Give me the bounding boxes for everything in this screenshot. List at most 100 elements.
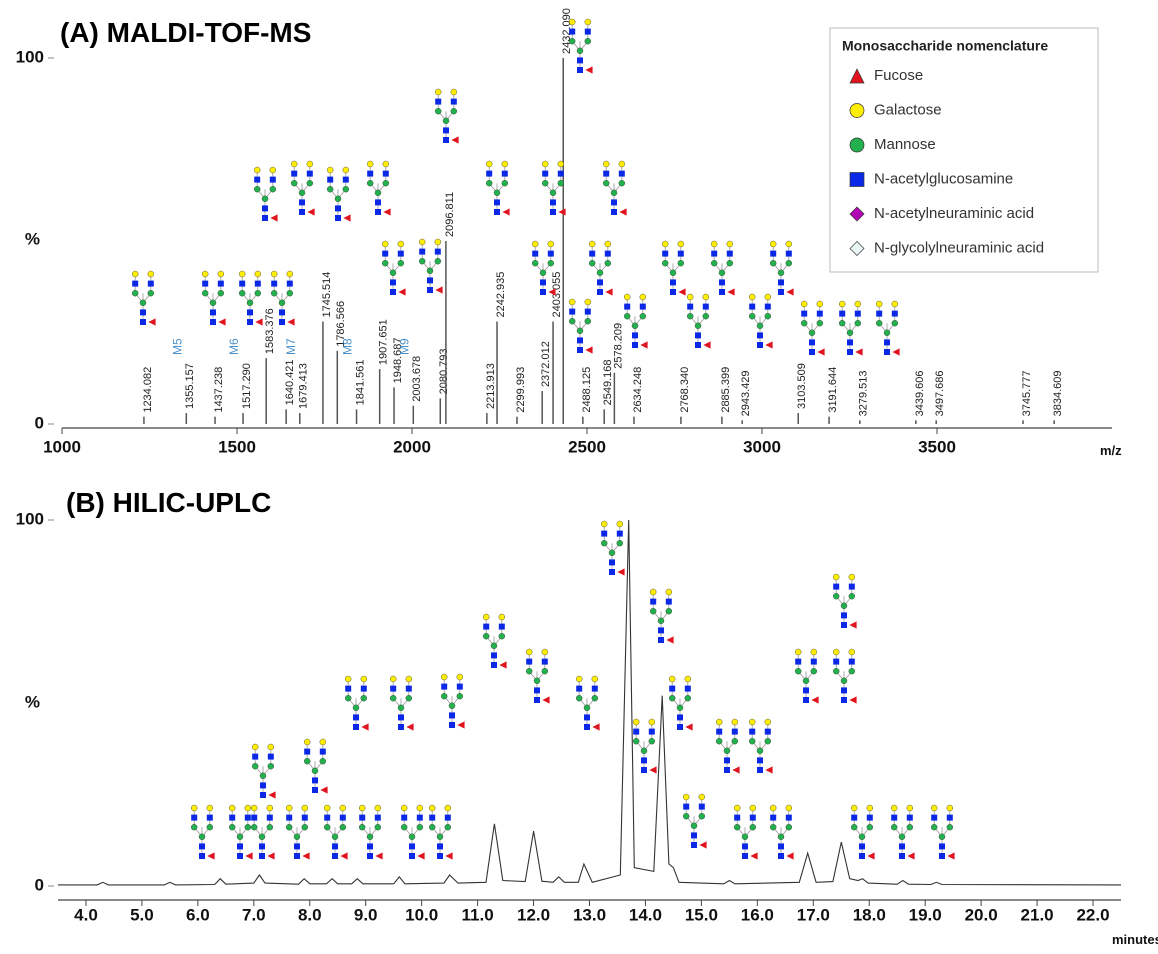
glycan-circle — [584, 18, 591, 26]
glycan-circle — [931, 824, 938, 831]
glycan-square — [304, 748, 311, 755]
glycan-fucose — [218, 318, 226, 326]
glycan-icon — [324, 804, 348, 860]
glycan-circle — [483, 633, 490, 640]
glycan-fucose — [268, 791, 276, 799]
glycan-square — [899, 853, 905, 859]
glycan-circle — [584, 298, 591, 306]
glycan-square — [247, 309, 253, 316]
glycan-square — [299, 199, 305, 206]
glycan-circle — [764, 738, 771, 745]
glycan-circle — [906, 804, 913, 812]
legend-label: N-acetylglucosamine — [874, 170, 1013, 187]
glycan-circle — [711, 240, 718, 248]
glycan-circle — [624, 313, 631, 320]
glycan-icon — [569, 298, 593, 354]
glycan-circle — [401, 804, 408, 812]
glycan-circle — [539, 269, 547, 276]
peak-label: 1583.376 — [264, 308, 276, 354]
glycan-icon — [833, 648, 857, 704]
glycan-circle — [131, 270, 139, 278]
glycan-circle — [770, 804, 777, 812]
glycan-fucose — [361, 723, 369, 731]
glycan-square — [140, 309, 146, 316]
x-tick-label: 8.0 — [298, 905, 322, 924]
glycan-square — [540, 289, 546, 295]
glycan-fucose — [855, 348, 863, 356]
glycan-square — [526, 658, 533, 665]
glycan-circle — [741, 833, 749, 840]
glycan-circle — [716, 718, 723, 726]
glycan-square — [416, 814, 423, 821]
glycan-icon — [131, 270, 156, 326]
glycan-square — [409, 843, 415, 850]
glycan-icon — [851, 804, 875, 860]
glycan-circle — [493, 189, 501, 197]
glycan-circle — [810, 648, 817, 656]
glycan-circle — [238, 270, 246, 278]
glycan-square — [382, 170, 389, 177]
glycan-square — [398, 714, 404, 721]
glycan-circle — [374, 804, 381, 812]
glycan-square — [801, 310, 808, 317]
glycan-circle — [490, 642, 498, 649]
glycan-circle — [306, 179, 313, 187]
glycan-square — [483, 623, 490, 630]
peak-label: 2634.248 — [632, 367, 644, 413]
glycan-square — [312, 777, 318, 784]
y-axis-label: % — [25, 229, 40, 248]
peak-label: 1234.082 — [142, 367, 154, 413]
glycan-icon — [576, 675, 600, 731]
glycan-circle — [557, 160, 564, 168]
glycan-square — [577, 57, 583, 64]
glycan-circle — [251, 763, 259, 770]
glycan-square — [866, 814, 873, 821]
glycan-square — [375, 199, 381, 206]
glycan-square — [374, 814, 381, 821]
glycan-circle — [576, 675, 583, 683]
glycan-circle — [906, 824, 913, 831]
glycan-circle — [770, 260, 777, 267]
glycan-circle — [397, 260, 404, 267]
glycan-square — [199, 853, 205, 859]
glycan-circle — [190, 804, 198, 812]
glycan-icon — [419, 238, 443, 294]
glycan-square — [239, 280, 246, 287]
glycan-circle — [324, 824, 331, 831]
glycan-icon — [833, 573, 857, 629]
glycan-circle — [147, 290, 155, 297]
glycan-circle — [450, 107, 457, 115]
glycan-circle — [848, 648, 855, 656]
glycan-circle — [569, 38, 576, 45]
glycan-square — [891, 310, 898, 317]
glycan-square — [375, 209, 381, 215]
glycan-circle — [382, 260, 389, 267]
x-tick-label: 2000 — [393, 437, 431, 456]
glycan-square — [550, 209, 556, 215]
glycan-square — [726, 250, 733, 257]
glycan-circle — [711, 260, 718, 267]
glycan-square — [206, 814, 213, 821]
glycan-square — [757, 332, 763, 339]
glycan-fucose — [398, 288, 406, 296]
peak-label: 2488.125 — [581, 367, 593, 413]
glycan-circle — [639, 293, 646, 301]
glycan-circle — [601, 520, 608, 528]
glycan-circle — [483, 613, 490, 621]
glycan-square — [262, 205, 268, 212]
glycan-icon — [254, 166, 278, 222]
glycan-circle — [367, 160, 374, 168]
glycan-circle — [770, 824, 777, 831]
glycan-circle — [584, 318, 591, 325]
glycan-circle — [526, 648, 533, 656]
glycan-square — [848, 583, 855, 590]
glycan-circle — [833, 593, 840, 600]
glycan-square — [665, 598, 672, 605]
glycan-circle — [851, 804, 858, 812]
glycan-square — [367, 843, 373, 850]
glycan-square — [286, 814, 293, 821]
glycan-square — [547, 250, 554, 257]
x-tick-label: 3500 — [918, 437, 956, 456]
glycan-circle — [669, 269, 677, 276]
glycan-fucose — [849, 621, 857, 629]
